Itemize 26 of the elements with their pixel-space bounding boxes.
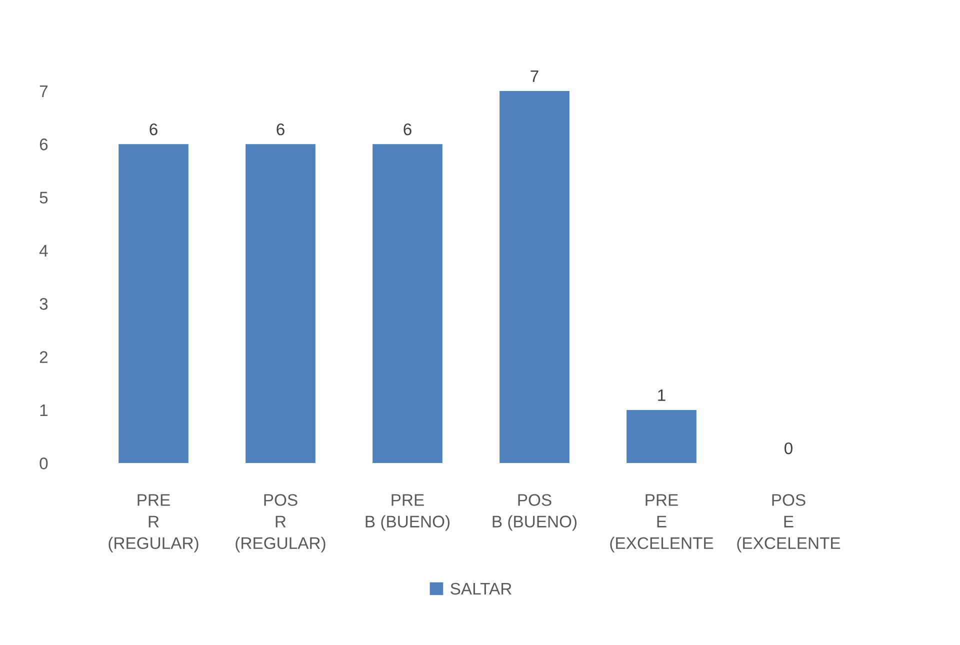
x-tick-label: POS E (EXCELENTE: [737, 494, 840, 552]
data-label: 6: [276, 123, 284, 136]
y-tick-label: 3: [40, 298, 48, 310]
data-label: 7: [530, 70, 538, 82]
x-tick-label: POS B (BUENO): [492, 494, 577, 531]
y-tick-label: 1: [40, 404, 48, 416]
bar: [118, 144, 188, 464]
y-tick-label: 6: [40, 138, 48, 150]
x-tick-label: PRE E (EXCELENTE: [610, 494, 714, 552]
y-tick-label: 7: [40, 86, 48, 97]
y-tick-label: 2: [40, 351, 48, 363]
y-tick-label: 4: [39, 245, 48, 256]
bar: [246, 144, 316, 464]
data-label: 6: [150, 123, 158, 136]
x-tick-label: PRE B (BUENO): [366, 494, 450, 531]
x-tick-label: POS R (REGULAR): [236, 494, 326, 552]
legend-label: SALTAR: [450, 582, 512, 595]
x-tick-label: PRE R (REGULAR): [108, 494, 198, 552]
data-label: 0: [784, 442, 792, 454]
y-tick-label: 0: [40, 458, 48, 470]
bar: [500, 90, 570, 464]
data-label: 1: [658, 389, 666, 401]
y-tick-label: 5: [40, 192, 48, 204]
bar: [372, 144, 442, 464]
data-label: 6: [404, 123, 412, 136]
bar: [626, 410, 696, 464]
